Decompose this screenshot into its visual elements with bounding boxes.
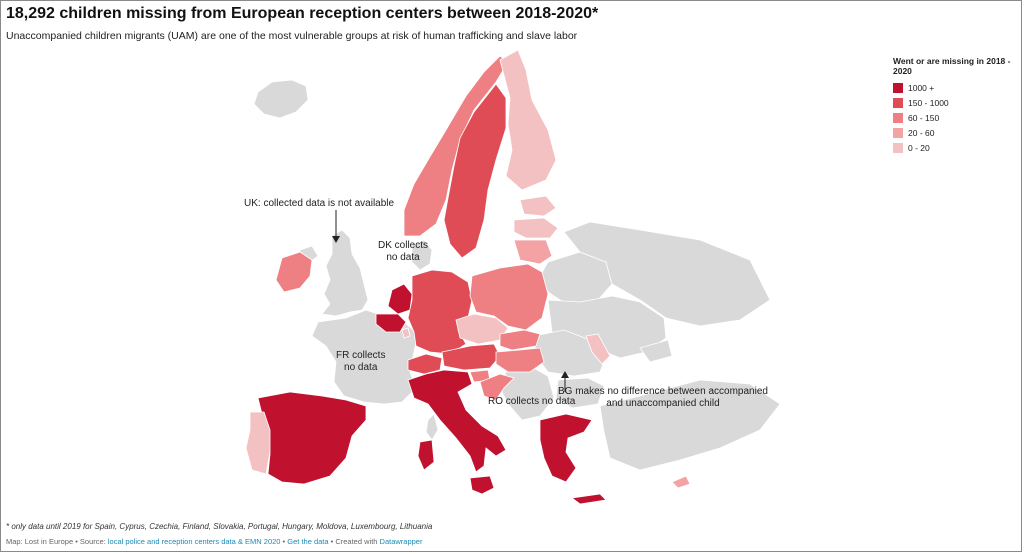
annotation-dk-line1: DK collects [378, 240, 429, 251]
legend-item[interactable]: 1000 + [893, 80, 1011, 95]
page-subtitle: Unaccompanied children migrants (UAM) ar… [6, 30, 578, 42]
region-iceland[interactable] [253, 79, 309, 119]
region-switzerland[interactable] [407, 353, 443, 375]
legend-swatch [893, 142, 903, 153]
region-corsica[interactable] [425, 413, 439, 441]
region-italy[interactable] [407, 369, 507, 473]
legend-label: 0 - 20 [908, 142, 930, 153]
region-portugal[interactable] [245, 411, 271, 475]
credits: Map: Lost in Europe • Source: local poli… [6, 537, 422, 546]
region-turkey[interactable] [599, 379, 781, 471]
source-link[interactable]: local police and reception centers data … [107, 537, 281, 546]
annotation-bg: BG makes no difference between accompani… [558, 386, 768, 410]
region-estonia[interactable] [519, 195, 557, 217]
region-moldova[interactable] [585, 333, 611, 365]
uk-arrowhead [332, 236, 340, 243]
legend-label: 60 - 150 [908, 112, 940, 123]
annotation-ro: RO collects no data [488, 396, 576, 407]
region-sardinia[interactable] [417, 439, 435, 471]
footnote: * only data until 2019 for Spain, Cyprus… [6, 522, 433, 531]
legend-items: 1000 + 150 - 1000 60 - 150 20 - 60 0 - 20 [893, 80, 1011, 155]
legend-item[interactable]: 60 - 150 [893, 110, 1011, 125]
region-sweden[interactable] [443, 83, 507, 259]
annotation-dk-line2: no data [386, 252, 420, 263]
credits-sep2: • Created with [328, 537, 380, 546]
region-cyprus[interactable] [671, 475, 691, 489]
credits-prefix: Map: Lost in Europe • Source: [6, 537, 108, 546]
annotation-bg-line1: BG makes no difference between accompani… [558, 386, 768, 397]
region-crete[interactable] [570, 493, 607, 505]
get-data-link[interactable]: Get the data [287, 537, 329, 546]
region-latvia[interactable] [513, 217, 559, 239]
legend: Went or are missing in 2018 - 2020 1000 … [893, 56, 1011, 155]
legend-title: Went or are missing in 2018 - 2020 [893, 56, 1011, 76]
region-poland[interactable] [469, 263, 549, 331]
legend-swatch [893, 112, 903, 123]
annotation-fr-line2: no data [344, 362, 378, 373]
credits-sep1: • [280, 537, 288, 546]
region-ireland[interactable] [275, 251, 313, 293]
ro-arrowhead [561, 371, 569, 378]
legend-item[interactable]: 20 - 60 [893, 125, 1011, 140]
region-hungary[interactable] [495, 347, 545, 373]
legend-swatch [893, 82, 903, 93]
page-title: 18,292 children missing from European re… [6, 5, 599, 22]
region-lithuania[interactable] [513, 239, 553, 265]
region-finland[interactable] [499, 49, 557, 191]
datawrapper-link[interactable]: Datawrapper [379, 537, 423, 546]
region-netherlands[interactable] [387, 283, 413, 315]
region-united-kingdom[interactable] [321, 229, 369, 317]
region-bulgaria[interactable] [555, 377, 605, 409]
region-balkans[interactable] [499, 365, 555, 421]
region-denmark[interactable] [411, 239, 433, 271]
region-sicily[interactable] [469, 475, 495, 495]
region-slovakia[interactable] [499, 329, 541, 351]
legend-swatch [893, 97, 903, 108]
legend-label: 20 - 60 [908, 127, 935, 138]
region-belgium[interactable] [375, 313, 407, 333]
legend-item[interactable]: 0 - 20 [893, 140, 1011, 155]
region-greece[interactable] [539, 413, 593, 483]
legend-item[interactable]: 150 - 1000 [893, 95, 1011, 110]
legend-label: 150 - 1000 [908, 97, 949, 108]
region-luxembourg[interactable] [401, 327, 411, 339]
region-croatia[interactable] [479, 373, 515, 401]
annotation-fr-line1: FR collects [336, 350, 386, 361]
legend-swatch [893, 127, 903, 138]
annotation-uk: UK: collected data is not available [244, 198, 395, 209]
region-germany[interactable] [407, 269, 473, 355]
annotation-dk: DK collects no data [378, 240, 428, 264]
region-austria[interactable] [441, 343, 501, 371]
region-caucasus[interactable] [639, 339, 673, 363]
data-layer [245, 49, 691, 505]
region-russia[interactable] [563, 221, 771, 327]
legend-label: 1000 + [908, 82, 935, 93]
annotation-fr: FR collects no data [336, 350, 385, 374]
annotation-bg-line2: and unaccompanied child [606, 398, 720, 409]
region-spain[interactable] [257, 391, 367, 485]
